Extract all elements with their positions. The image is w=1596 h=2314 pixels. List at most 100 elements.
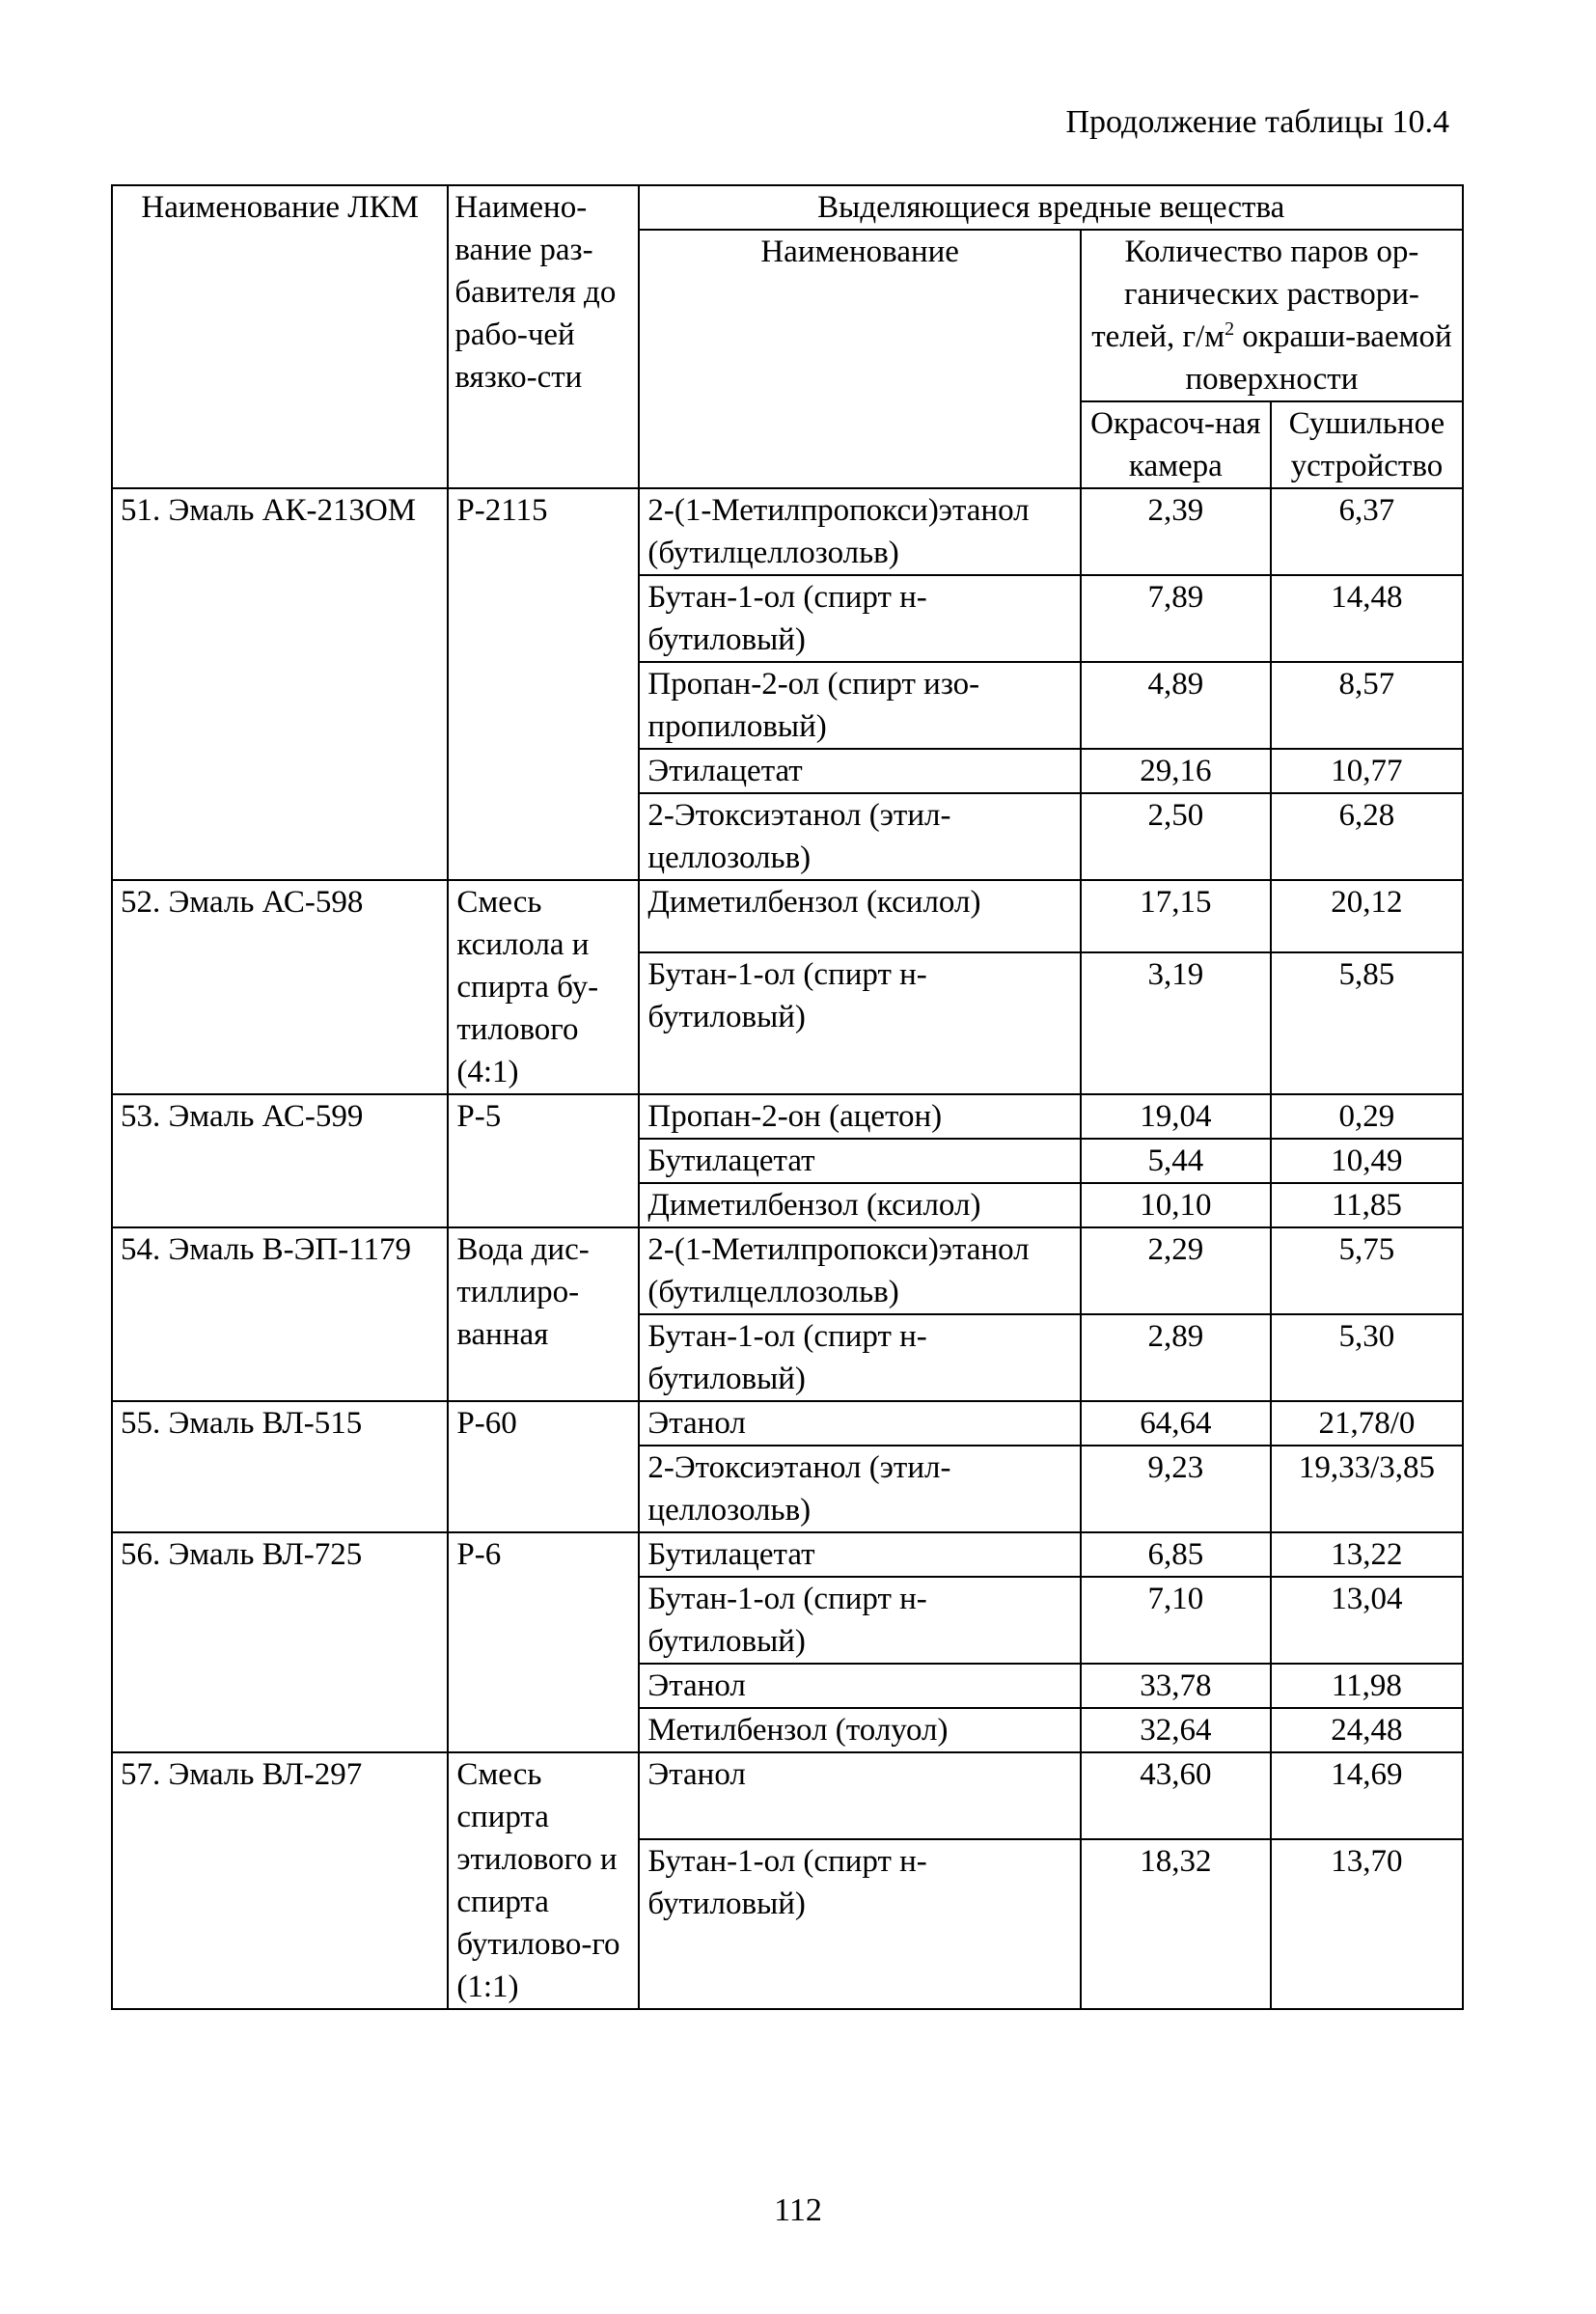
- thinner-cell: Вода дис-тиллиро-ванная: [447, 1226, 641, 1402]
- header-emitted-substances: Выделяющиеся вредные вещества: [638, 184, 1464, 231]
- booth-amount-cell: 6,85: [1079, 1531, 1272, 1578]
- table-row: 2-Этоксиэтанол (этил-целлозольв) 9,23 19,3…: [112, 1445, 1465, 1533]
- table-continuation-label: Продолжение таблицы 10.4: [1065, 104, 1449, 140]
- substance-name-cell: Бутилацетат: [638, 1138, 1082, 1184]
- booth-amount-cell: 18,32: [1079, 1837, 1272, 2011]
- table-row: 57. Эмаль ВЛ-297 Смесь спирта этилового и…: [110, 1751, 1465, 2010]
- header-booth: Окрасоч-ная камера: [1079, 400, 1272, 489]
- lkm-name-cell: 54. Эмаль В-ЭП-1179: [110, 1226, 450, 1402]
- table-row: Бутан-1-ол (спирт н-бутиловый) 18,32 13,70: [112, 1837, 1465, 2011]
- substance-name-cell: 2-Этоксиэтанол (этил-целлозольв): [638, 1445, 1082, 1533]
- thinner-cell: Смесь ксилола и спирта бу-тилового (4:1): [447, 879, 641, 1095]
- header-substance-name: Наименование: [638, 229, 1082, 489]
- dryer-amount-cell: 0,29: [1269, 1093, 1465, 1140]
- table-row: Метилбензол (толуол) 32,64 24,48: [112, 1707, 1465, 1753]
- substance-name-cell: Бутан-1-ол (спирт н-бутиловый): [638, 1576, 1082, 1665]
- substance-name-cell: Этанол: [638, 1663, 1082, 1709]
- header-dryer: Сушильное устройство: [1269, 400, 1465, 489]
- substance-name-cell: Пропан-2-ол (спирт изо-пропиловый): [638, 661, 1082, 750]
- header-amount: Количество паров ор-ганических раствори-…: [1079, 229, 1465, 402]
- dryer-amount-cell: 5,30: [1269, 1313, 1465, 1402]
- substance-name-cell: Бутан-1-ол (спирт н-бутиловый): [638, 1313, 1082, 1402]
- booth-amount-cell: 17,15: [1079, 878, 1272, 954]
- dryer-amount-cell: 14,48: [1269, 574, 1465, 663]
- substance-name-cell: Этилацетат: [638, 748, 1082, 794]
- dryer-amount-cell: 14,69: [1269, 1751, 1465, 1840]
- dryer-amount-cell: 10,77: [1269, 748, 1465, 794]
- substance-name-cell: 2-(1-Метилпропокси)этанол (бутилцеллозол…: [638, 487, 1082, 576]
- dryer-amount-cell: 13,04: [1269, 1576, 1465, 1665]
- thinner-cell: Р-60: [447, 1400, 641, 1533]
- lkm-name-cell: 51. Эмаль АК-213ОМ: [110, 487, 450, 881]
- table-row: 54. Эмаль В-ЭП-1179 Вода дис-тиллиро-ванн…: [110, 1226, 1465, 1402]
- dryer-amount-cell: 21,78/0: [1269, 1400, 1465, 1446]
- header-thinner: Наимено-вание раз-бавителя до рабо-чей в…: [447, 184, 641, 489]
- booth-amount-cell: 2,39: [1079, 487, 1272, 576]
- booth-amount-cell: 2,29: [1079, 1226, 1272, 1315]
- table-row: Диметилбензол (ксилол) 10,10 11,85: [112, 1182, 1465, 1228]
- table-row: Пропан-2-ол (спирт изо-пропиловый) 4,89 8,…: [112, 661, 1465, 750]
- substance-name-cell: Бутан-1-ол (спирт н-бутиловый): [638, 1837, 1082, 2011]
- substance-name-cell: Бутан-1-ол (спирт н-бутиловый): [638, 951, 1082, 1095]
- substance-name-cell: Диметилбензол (ксилол): [638, 878, 1082, 954]
- booth-amount-cell: 10,10: [1079, 1182, 1272, 1228]
- thinner-cell: Р-5: [447, 1093, 641, 1228]
- dryer-amount-cell: 8,57: [1269, 661, 1465, 750]
- emissions-table: Наименование ЛКМ Наимено-вание раз-бавит…: [110, 184, 1465, 2011]
- booth-amount-cell: 19,04: [1079, 1093, 1272, 1140]
- thinner-cell: Р-2115: [447, 487, 641, 881]
- header-lkm: Наименование ЛКМ: [110, 184, 450, 489]
- lkm-name-cell: 57. Эмаль ВЛ-297: [110, 1751, 450, 2010]
- dryer-amount-cell: 5,75: [1269, 1226, 1465, 1315]
- substance-name-cell: Бутилацетат: [638, 1531, 1082, 1578]
- lkm-name-cell: 56. Эмаль ВЛ-725: [110, 1531, 450, 1753]
- substance-name-cell: Диметилбензол (ксилол): [638, 1182, 1082, 1228]
- booth-amount-cell: 5,44: [1079, 1138, 1272, 1184]
- dryer-amount-cell: 13,22: [1269, 1531, 1465, 1578]
- dryer-amount-cell: 20,12: [1269, 878, 1465, 954]
- table-row: 53. Эмаль АС-599 Р-5 Пропан-2-он (ацетон) 1…: [110, 1093, 1465, 1228]
- dryer-amount-cell: 24,48: [1269, 1707, 1465, 1753]
- table-row: Бутан-1-ол (спирт н-бутиловый) 2,89 5,30: [112, 1313, 1465, 1402]
- table-row: 51. Эмаль АК-213ОМ Р-2115 2-(1-Метилпропок…: [110, 487, 1465, 881]
- lkm-name-cell: 53. Эмаль АС-599: [110, 1093, 450, 1228]
- booth-amount-cell: 3,19: [1079, 951, 1272, 1095]
- substance-name-cell: Этанол: [638, 1400, 1082, 1446]
- table-row: Этанол 33,78 11,98: [112, 1663, 1465, 1709]
- table-row: 52. Эмаль АС-598 Смесь ксилола и спирта б…: [110, 878, 1465, 1095]
- table-row: Бутан-1-ол (спирт н-бутиловый) 7,10 13,04: [112, 1576, 1465, 1665]
- thinner-cell: Смесь спирта этилового и спирта бутилово…: [447, 1751, 641, 2010]
- dryer-amount-cell: 11,85: [1269, 1182, 1465, 1228]
- booth-amount-cell: 43,60: [1079, 1751, 1272, 1840]
- booth-amount-cell: 2,50: [1079, 792, 1272, 881]
- substance-name-cell: 2-Этоксиэтанол (этил-целлозольв): [638, 792, 1082, 881]
- booth-amount-cell: 29,16: [1079, 748, 1272, 794]
- dryer-amount-cell: 5,85: [1269, 951, 1465, 1095]
- booth-amount-cell: 33,78: [1079, 1663, 1272, 1709]
- booth-amount-cell: 2,89: [1079, 1313, 1272, 1402]
- booth-amount-cell: 4,89: [1079, 661, 1272, 750]
- dryer-amount-cell: 11,98: [1269, 1663, 1465, 1709]
- header-amount-sup: 2: [1225, 318, 1235, 340]
- substance-name-cell: Этанол: [638, 1751, 1082, 1840]
- booth-amount-cell: 32,64: [1079, 1707, 1272, 1753]
- thinner-cell: Р-6: [447, 1531, 641, 1753]
- lkm-name-cell: 52. Эмаль АС-598: [110, 879, 450, 1095]
- table-row: Этилацетат 29,16 10,77: [112, 748, 1465, 794]
- substance-name-cell: Метилбензол (толуол): [638, 1707, 1082, 1753]
- dryer-amount-cell: 6,28: [1269, 792, 1465, 881]
- dryer-amount-cell: 6,37: [1269, 487, 1465, 576]
- table-row: Бутан-1-ол (спирт н-бутиловый) 7,89 14,48: [112, 574, 1465, 663]
- lkm-name-cell: 55. Эмаль ВЛ-515: [110, 1400, 450, 1533]
- booth-amount-cell: 64,64: [1079, 1400, 1272, 1446]
- booth-amount-cell: 7,89: [1079, 574, 1272, 663]
- table-row: Бутилацетат 5,44 10,49: [112, 1138, 1465, 1184]
- page-number: 112: [774, 2192, 822, 2228]
- header-amount-text-2: окраши-ваемой поверхности: [1185, 319, 1452, 397]
- substance-name-cell: Пропан-2-он (ацетон): [638, 1093, 1082, 1140]
- table-row: 56. Эмаль ВЛ-725 Р-6 Бутилацетат 6,85 13,22: [110, 1531, 1465, 1753]
- table-row: 2-Этоксиэтанол (этил-целлозольв) 2,50 6,28: [112, 792, 1465, 881]
- table-row: Бутан-1-ол (спирт н-бутиловый) 3,19 5,85: [112, 951, 1465, 1095]
- dryer-amount-cell: 19,33/3,85: [1269, 1445, 1465, 1533]
- booth-amount-cell: 9,23: [1079, 1445, 1272, 1533]
